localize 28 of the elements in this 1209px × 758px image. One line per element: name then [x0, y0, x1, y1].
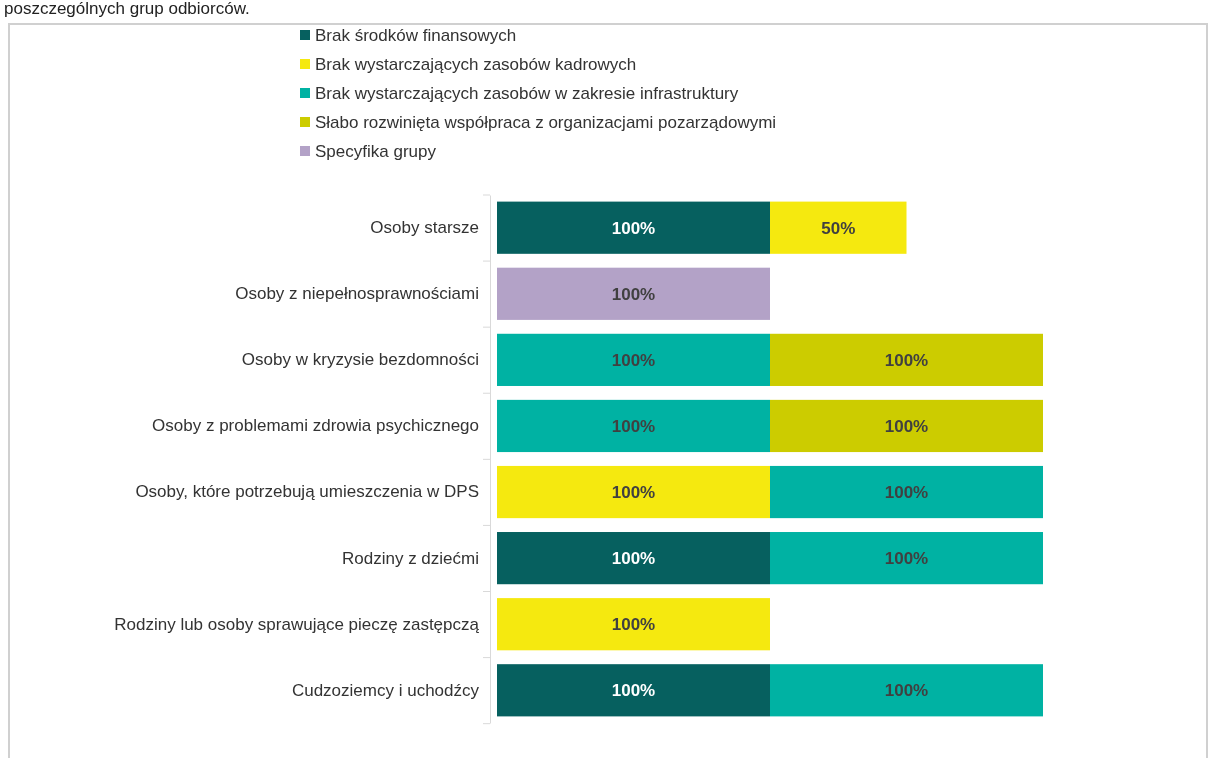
y-tick-label: Cudzoziemcy i uchodźcy — [291, 680, 480, 700]
y-tick-label: Osoby w kryzysie bezdomności — [241, 350, 479, 370]
legend-label: Brak środków finansowych — [315, 26, 517, 45]
legend-label: Brak wystarczających zasobów w zakresie infrastruktury — [315, 84, 739, 103]
data-label: 100% — [611, 483, 656, 503]
data-label: 100% — [611, 416, 656, 436]
data-label: 100% — [884, 350, 929, 370]
data-label: 50% — [821, 218, 856, 238]
data-label: 100% — [611, 681, 656, 701]
y-tick-label: Rodziny z dziećmi — [342, 548, 479, 568]
data-label: 100% — [884, 681, 929, 701]
data-label: 100% — [611, 284, 656, 304]
data-label: 100% — [611, 549, 656, 569]
legend-label: Słabo rozwinięta współpraca z organizacjami pozarządowymi — [315, 113, 777, 132]
data-label: 100% — [611, 218, 656, 238]
text: poszczególnych grup odbiorców. — [4, 0, 250, 18]
data-label: 100% — [884, 416, 929, 436]
y-tick-label: Osoby z niepełnosprawnościami — [235, 284, 479, 304]
y-tick-label: Osoby starsze — [370, 218, 479, 238]
data-label: 100% — [611, 615, 656, 635]
legend-label: Specyfika grupy — [315, 142, 437, 161]
legend-label: Brak wystarczających zasobów kadrowych — [315, 55, 637, 74]
data-label: 100% — [611, 350, 656, 370]
data-label: 100% — [884, 483, 929, 503]
data-label: 100% — [884, 549, 929, 569]
y-tick-label: Osoby, które potrzebują umieszczenia w DPS — [135, 482, 479, 502]
y-tick-label: Osoby z problemami zdrowia psychicznego — [152, 416, 479, 436]
y-tick-label: Rodziny lub osoby sprawujące pieczę zastępczą — [114, 614, 480, 634]
